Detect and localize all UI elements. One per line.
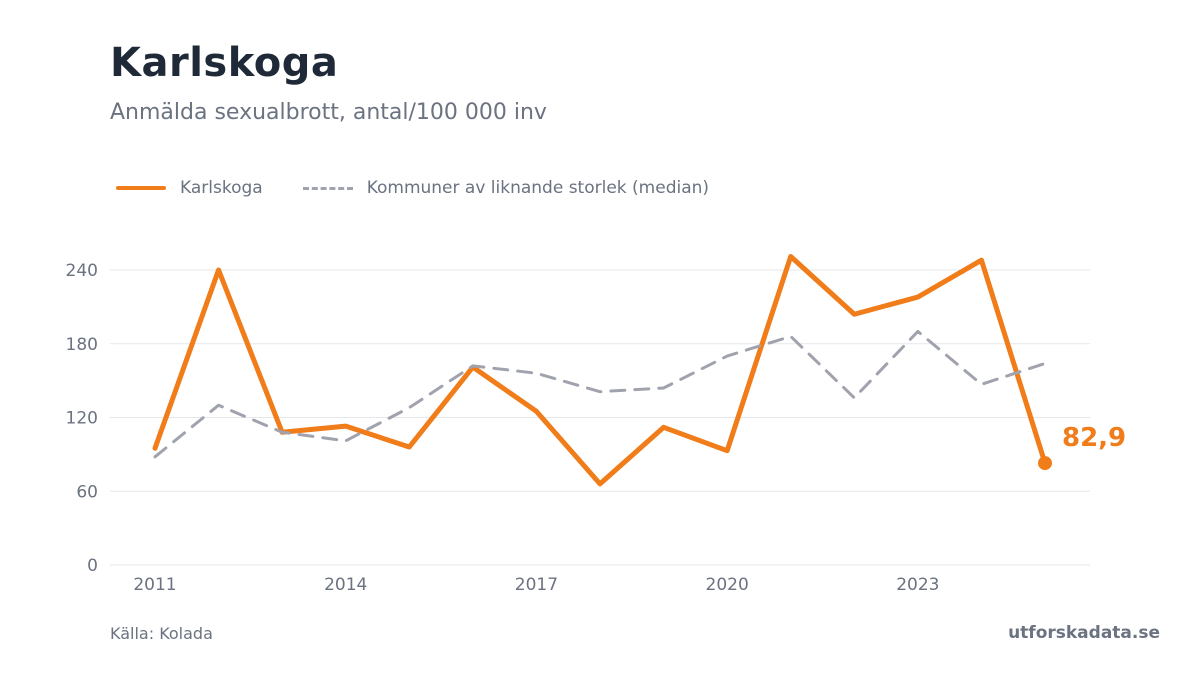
chart-subtitle: Anmälda sexualbrott, antal/100 000 inv [110, 100, 547, 125]
source-note: Källa: Kolada [110, 624, 213, 643]
x-tick-label: 2014 [324, 575, 367, 595]
last-point-marker [1038, 456, 1052, 471]
y-tick-label: 120 [66, 409, 98, 429]
legend-item-median: Kommuner av liknande storlek (median) [302, 178, 710, 198]
y-tick-label: 240 [66, 261, 98, 281]
y-tick-label: 0 [87, 556, 98, 576]
brand-link[interactable]: utforskadata.se [1008, 623, 1160, 643]
x-tick-label: 2020 [706, 575, 749, 595]
legend-swatch-dashed [302, 186, 353, 190]
chart-title: Karlskoga [110, 40, 339, 86]
legend-swatch-solid [116, 186, 166, 190]
x-tick-label: 2011 [133, 575, 176, 595]
legend: Karlskoga Kommuner av liknande storlek (… [116, 178, 749, 198]
y-tick-label: 60 [76, 482, 98, 502]
legend-label-karlskoga: Karlskoga [180, 178, 263, 198]
x-tick-label: 2017 [515, 575, 558, 595]
last-value-label: 82,9 [1062, 423, 1126, 453]
legend-item-karlskoga: Karlskoga [116, 178, 263, 198]
y-tick-label: 180 [66, 335, 98, 355]
legend-label-median: Kommuner av liknande storlek (median) [366, 178, 710, 198]
series-line-median [153, 329, 1047, 459]
x-tick-label: 2023 [896, 575, 939, 595]
series-line-karlskoga [152, 253, 1048, 487]
